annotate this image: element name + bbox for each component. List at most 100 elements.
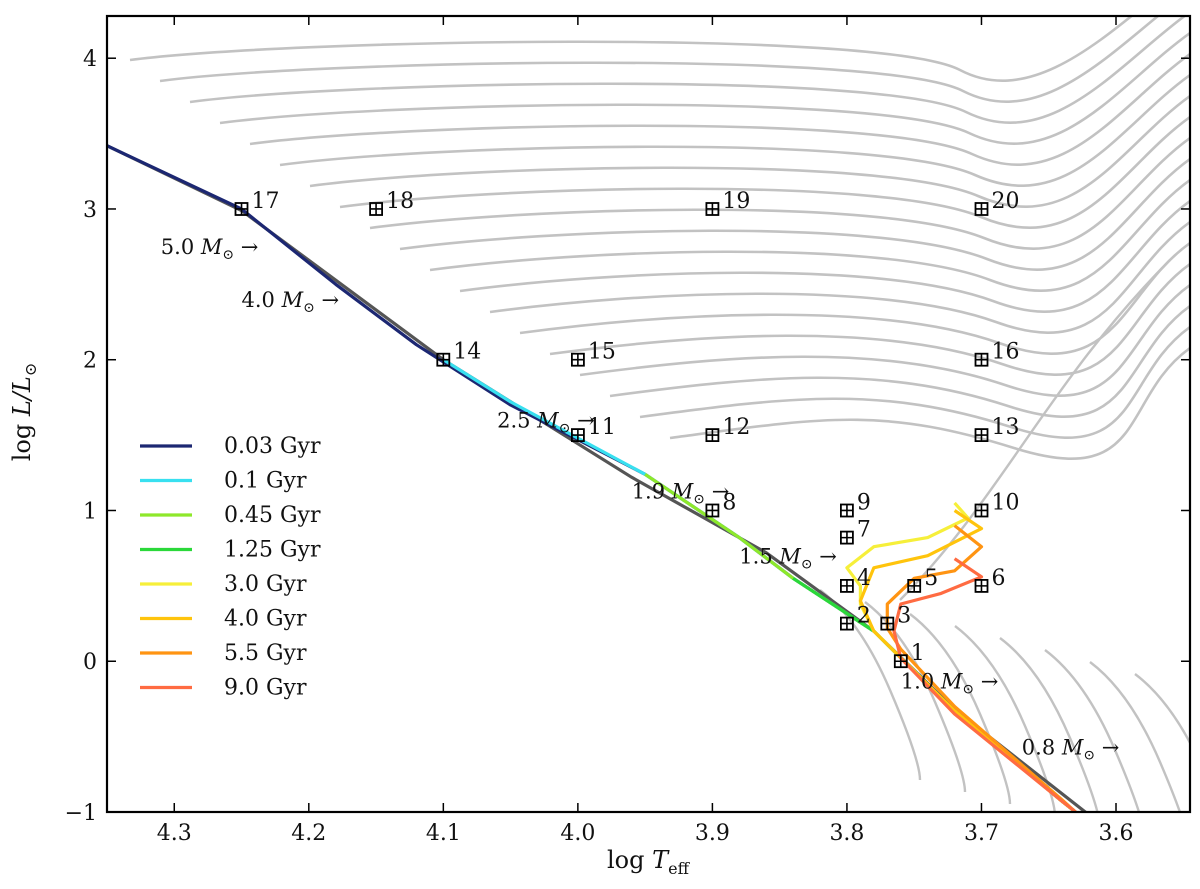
background-track bbox=[279, 73, 1190, 187]
marker-cross bbox=[894, 655, 907, 668]
isochrone-5.5-gyr bbox=[885, 524, 1077, 812]
y-tick-label: 1 bbox=[83, 499, 97, 524]
grid-marker-7: 7 bbox=[840, 518, 871, 545]
zams-line-path bbox=[107, 144, 1088, 812]
background-track bbox=[579, 283, 1190, 397]
grid-marker-19: 19 bbox=[705, 189, 750, 216]
grid-marker-10: 10 bbox=[974, 491, 1020, 518]
grid-marker-13: 13 bbox=[974, 415, 1020, 443]
background-track bbox=[1044, 649, 1141, 812]
x-tick-label: 3.7 bbox=[964, 821, 999, 846]
grid-marker-1: 1 bbox=[893, 641, 925, 669]
marker-cross bbox=[881, 617, 894, 630]
marker-label: 5 bbox=[924, 566, 938, 591]
x-tick-label: 3.8 bbox=[829, 821, 864, 846]
legend-label: 3.0 Gyr bbox=[224, 572, 307, 597]
grid-marker-3: 3 bbox=[880, 604, 911, 631]
marker-cross bbox=[840, 504, 853, 517]
mass-label: 1.9 M⊙ → bbox=[632, 479, 730, 507]
marker-label: 18 bbox=[386, 189, 414, 214]
marker-cross bbox=[975, 353, 988, 366]
marker-label: 9 bbox=[857, 491, 871, 516]
y-tick-label: 3 bbox=[83, 198, 97, 223]
grid-marker-4: 4 bbox=[840, 566, 871, 593]
background-track bbox=[489, 220, 1190, 334]
background-track bbox=[999, 637, 1099, 812]
grid-marker-6: 6 bbox=[974, 566, 1006, 593]
mass-labels: 5.0 M⊙ → 4.0 M⊙ → 2.5 M⊙ → 1.9 M⊙ → 1.5 M⊙ →… bbox=[161, 235, 1120, 764]
marker-label: 2 bbox=[857, 604, 871, 629]
grid-marker-17: 17 bbox=[234, 189, 280, 216]
marker-label: 13 bbox=[992, 415, 1020, 440]
marker-label: 10 bbox=[992, 491, 1020, 516]
marker-cross bbox=[840, 531, 853, 544]
background-track bbox=[609, 304, 1190, 418]
legend: 0.03 Gyr 0.1 Gyr 0.45 Gyr 1.25 Gyr 3.0 Gyr 4.… bbox=[140, 434, 321, 701]
background-track bbox=[129, 16, 1134, 82]
legend-label: 0.03 Gyr bbox=[224, 434, 321, 459]
legend-label: 9.0 Gyr bbox=[224, 676, 307, 701]
x-axis-ticks: 4.3 4.2 4.1 4.0 3.9 3.8 3.7 3.6 bbox=[157, 16, 1134, 846]
background-track bbox=[309, 94, 1190, 208]
marker-label: 11 bbox=[588, 415, 616, 440]
marker-cross bbox=[840, 579, 853, 592]
marker-label: 16 bbox=[992, 340, 1020, 365]
marker-label: 12 bbox=[722, 415, 750, 440]
plot-frame bbox=[105, 14, 1192, 814]
marker-cross bbox=[571, 429, 584, 442]
marker-cross bbox=[235, 202, 248, 215]
mass-label: 1.5 M⊙ → bbox=[739, 544, 837, 572]
legend-label: 0.1 Gyr bbox=[224, 469, 307, 494]
isochrone-lines bbox=[107, 144, 1077, 812]
background-track bbox=[639, 325, 1190, 439]
y-tick-label: 2 bbox=[83, 349, 97, 374]
y-tick-label: 0 bbox=[83, 650, 97, 675]
legend-label: 4.0 Gyr bbox=[224, 607, 307, 632]
marker-label: 14 bbox=[453, 340, 481, 365]
grid-marker-9: 9 bbox=[840, 491, 871, 518]
marker-cross bbox=[975, 202, 988, 215]
marker-cross bbox=[706, 202, 719, 215]
marker-cross bbox=[840, 617, 853, 630]
mass-label: 4.0 M⊙ → bbox=[242, 288, 340, 316]
grid-marker-15: 15 bbox=[571, 340, 616, 367]
marker-cross bbox=[908, 579, 921, 592]
grid-marker-12: 12 bbox=[705, 415, 750, 443]
background-track bbox=[909, 613, 1012, 805]
marker-cross bbox=[706, 504, 719, 517]
x-axis-label: log Teff bbox=[607, 846, 691, 878]
x-tick-label: 3.9 bbox=[695, 821, 730, 846]
mass-label: 0.8 M⊙ → bbox=[1022, 736, 1120, 764]
marker-cross bbox=[975, 504, 988, 517]
marker-cross bbox=[370, 202, 383, 215]
grid-marker-14: 14 bbox=[436, 340, 481, 367]
background-track bbox=[369, 136, 1190, 250]
background-track bbox=[669, 346, 1190, 460]
x-tick-label: 4.2 bbox=[291, 821, 326, 846]
mass-label: 2.5 M⊙ → bbox=[497, 409, 595, 437]
background-track bbox=[339, 115, 1190, 229]
isochrone-9.0-gyr bbox=[892, 557, 1077, 812]
marker-cross bbox=[437, 353, 450, 366]
marker-label: 19 bbox=[722, 189, 750, 214]
marker-label: 15 bbox=[588, 340, 616, 365]
background-track bbox=[249, 52, 1190, 166]
background-track bbox=[549, 262, 1190, 376]
background-track bbox=[1134, 673, 1190, 746]
background-track bbox=[459, 199, 1190, 313]
marker-cross bbox=[975, 429, 988, 442]
marker-label: 3 bbox=[897, 604, 911, 629]
background-evolutionary-tracks bbox=[129, 16, 1190, 812]
x-tick-label: 4.3 bbox=[157, 821, 192, 846]
background-track bbox=[519, 241, 1190, 355]
grid-marker-20: 20 bbox=[974, 189, 1020, 216]
background-track bbox=[159, 16, 1160, 103]
marker-cross bbox=[975, 579, 988, 592]
x-tick-label: 3.6 bbox=[1099, 821, 1134, 846]
grid-marker-2: 2 bbox=[840, 604, 871, 631]
background-track bbox=[954, 625, 1056, 812]
marker-cross bbox=[706, 429, 719, 442]
plot-background bbox=[107, 16, 1190, 812]
